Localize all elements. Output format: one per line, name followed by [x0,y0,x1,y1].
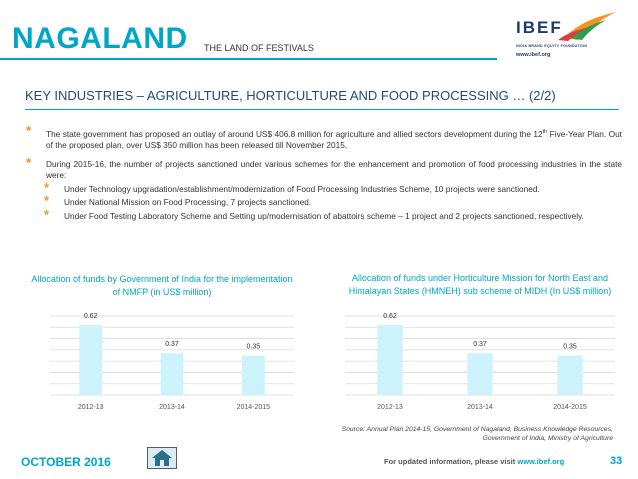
sub-bullet: * Under National Mission on Food Process… [26,193,622,209]
star-bullet-icon: * [26,154,32,170]
chart-hmneh-svg: 0.62 2012-13 0.37 2013-14 0.35 2014-2015 [345,313,615,411]
page-title: KEY INDUSTRIES – AGRICULTURE, HORTICULTU… [25,88,556,103]
source-text: : Annual Plan 2014-15, Government of Nag… [363,426,613,442]
logo-wordmark: IBEF [516,18,563,37]
bird-logo-icon [558,12,616,41]
ibef-logo[interactable]: IBEF INDIA BRAND EQUITY FOUNDATION www.i… [500,8,628,66]
chart-title-hmneh: Allocation of funds under Horticulture M… [348,273,612,296]
x-tick-label: 2014-2015 [237,404,271,411]
footer-url[interactable]: www.ibef.org [517,457,565,466]
bullet-list: * The state government has proposed an o… [26,123,622,223]
page-number: 33 [610,455,623,467]
star-bullet-icon: * [44,206,50,222]
footer-month: OCTOBER 2016 [21,455,111,469]
x-tick-label: 2013-14 [467,404,493,411]
bullet-text: During 2015-16, the number of projects s… [46,158,622,181]
chart-hmneh: 0.62 2012-13 0.37 2013-14 0.35 2014-2015 [335,310,625,415]
bar-2014-2015 [557,355,583,395]
x-tick-label: 2012-13 [377,404,403,411]
x-tick-label: 2013-14 [159,404,185,411]
sub-bullet-text: Under Food Testing Laboratory Scheme and… [64,210,584,221]
superscript: th [542,129,548,135]
bar-2013-14 [467,353,493,395]
chart-nmfp-svg: 0.62 2012-13 0.37 2013-14 0.35 2014-2015 [50,313,294,411]
home-icon [152,450,172,466]
logo-url: www.ibef.org [516,52,551,58]
source-note: Source: Annual Plan 2014-15, Government … [320,425,613,443]
footer-link-text: For updated information, please visit [384,457,518,466]
bar-2014-2015 [241,355,265,395]
x-tick-label: 2012-13 [78,404,104,411]
sub-bullet: * Under Technology upgradation/establish… [26,179,622,196]
title-divider [25,109,619,110]
logo-subtitle: INDIA BRAND EQUITY FOUNDATION [516,44,588,48]
data-label: 0.37 [473,341,487,348]
bullet-text: The state government has proposed an out… [46,128,543,139]
source-label: Source [341,426,364,433]
state-name: NAGALAND [12,22,188,55]
data-label: 0.37 [165,341,179,348]
star-bullet-icon: * [44,179,50,195]
bar-2012-13 [79,325,103,395]
sub-bullet-text: Under Technology upgradation/establishme… [64,183,540,194]
data-label: 0.35 [563,344,577,351]
x-tick-label: 2014-2015 [553,404,587,411]
header-divider [0,58,497,60]
data-label: 0.35 [247,344,261,351]
sub-bullet-text: Under National Mission on Food Processin… [64,197,312,208]
data-label: 0.62 [84,313,98,320]
data-label: 0.62 [383,313,397,320]
star-bullet-icon: * [26,123,32,138]
sub-bullet: * Under Food Testing Laboratory Scheme a… [26,206,622,223]
chart-title-nmfp: Allocation of funds by Government of Ind… [31,274,293,297]
state-tagline: THE LAND OF FESTIVALS [204,43,314,53]
bar-2012-13 [377,325,403,395]
star-bullet-icon: * [44,193,50,209]
bullet-text: Five-Year Plan. Out of the proposed plan… [46,128,622,151]
chart-nmfp: 0.62 2012-13 0.37 2013-14 0.35 2014-2015 [40,310,304,415]
bullet-projects: * During 2015-16, the number of projects… [26,154,622,182]
footer-link[interactable]: For updated information, please visit ww… [384,457,564,466]
bar-2013-14 [160,353,184,395]
home-button[interactable] [147,447,177,469]
bullet-outlay: * The state government has proposed an o… [26,123,622,152]
header: NAGALAND THE LAND OF FESTIVALS [0,0,638,60]
